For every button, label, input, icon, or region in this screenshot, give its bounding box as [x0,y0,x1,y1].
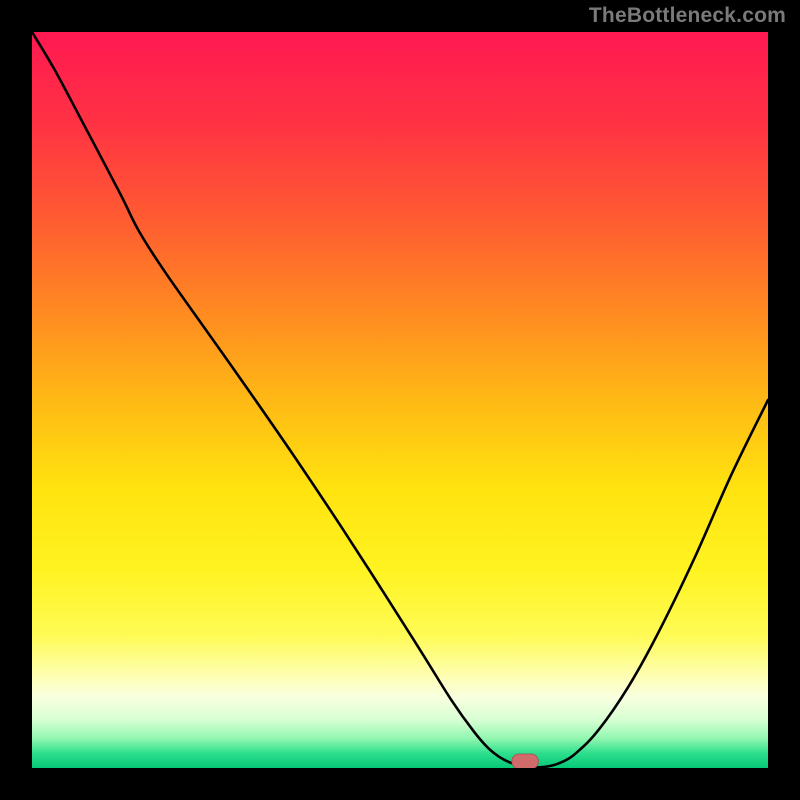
optimal-pill-marker [512,754,539,768]
plot-area [32,32,768,768]
watermark-label: TheBottleneck.com [589,4,786,28]
bottleneck-curve-chart [32,32,768,768]
gradient-background [32,32,768,768]
chart-frame: TheBottleneck.com [0,0,800,800]
